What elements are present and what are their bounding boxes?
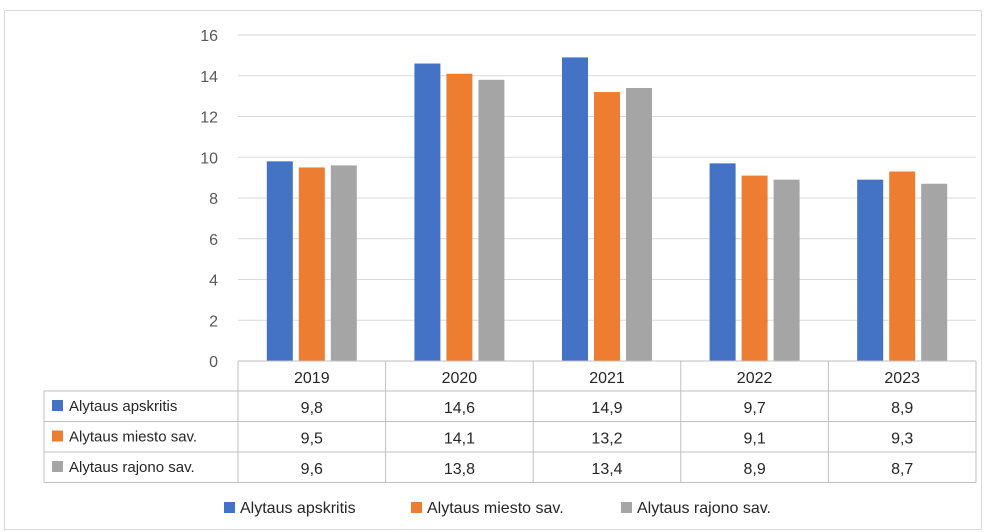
legend-label: Alytaus apskritis <box>240 500 356 517</box>
series-label: Alytaus rajono sav. <box>69 459 195 476</box>
legend-key <box>52 461 63 472</box>
legend-key <box>52 430 63 442</box>
legend-key <box>52 400 63 411</box>
data-label: 13,2 <box>591 431 622 448</box>
y-tick-label: 8 <box>209 191 218 208</box>
series-label: Alytaus apskritis <box>69 398 177 415</box>
data-label: 14,1 <box>444 431 475 448</box>
data-label: 13,8 <box>444 461 475 478</box>
category-label: 2022 <box>737 370 773 387</box>
category-label: 2023 <box>884 370 920 387</box>
y-tick-label: 10 <box>200 150 218 167</box>
data-table: 2019 2020 2021 2022 2023 Alytaus apskritis 9,8… <box>43 360 977 483</box>
category-label: 2019 <box>294 370 330 387</box>
data-label: 9,7 <box>743 400 765 417</box>
data-label: 9,5 <box>301 431 323 448</box>
data-label: 8,9 <box>891 400 913 417</box>
bar <box>298 167 325 361</box>
legend-label: Alytaus rajono sav. <box>637 500 771 517</box>
bar <box>266 161 293 361</box>
data-label: 13,4 <box>591 461 622 478</box>
series-label: Alytaus miesto sav. <box>69 429 197 446</box>
bar <box>857 179 884 361</box>
data-label: 9,6 <box>301 461 323 478</box>
legend-swatch <box>224 502 235 513</box>
legend-swatch <box>621 502 632 513</box>
bar <box>709 163 736 361</box>
y-tick-label: 14 <box>200 69 218 86</box>
data-label: 8,9 <box>743 461 765 478</box>
data-label: 8,7 <box>891 461 913 478</box>
y-tick-label: 12 <box>200 110 218 127</box>
bar <box>626 87 652 361</box>
category-label: 2021 <box>589 370 625 387</box>
legend-swatch <box>411 502 422 513</box>
y-axis: 0 2 4 6 8 10 12 14 16 <box>200 28 218 371</box>
legend: Alytaus apskritis Alytaus miesto sav. Alyt… <box>224 500 771 517</box>
y-tick-label: 2 <box>209 313 218 330</box>
legend-label: Alytaus miesto sav. <box>427 500 564 517</box>
bar <box>741 175 768 361</box>
bar <box>773 179 800 361</box>
bars <box>266 57 948 362</box>
data-label: 9,8 <box>301 400 323 417</box>
chart-frame <box>4 10 982 530</box>
y-tick-label: 4 <box>209 273 218 290</box>
data-label: 14,6 <box>444 400 475 417</box>
bar <box>889 171 916 361</box>
bar <box>446 73 473 362</box>
data-label: 9,1 <box>743 431 765 448</box>
bar <box>921 183 948 361</box>
data-label: 9,3 <box>891 431 913 448</box>
bar <box>594 92 620 362</box>
bar <box>562 57 588 361</box>
y-tick-label: 0 <box>209 354 218 371</box>
y-tick-label: 6 <box>209 232 218 249</box>
bar <box>330 165 357 361</box>
y-tick-label: 16 <box>200 28 218 45</box>
category-label: 2020 <box>442 370 478 387</box>
data-label: 14,9 <box>591 400 622 417</box>
bar <box>414 63 441 362</box>
bar <box>478 79 505 361</box>
